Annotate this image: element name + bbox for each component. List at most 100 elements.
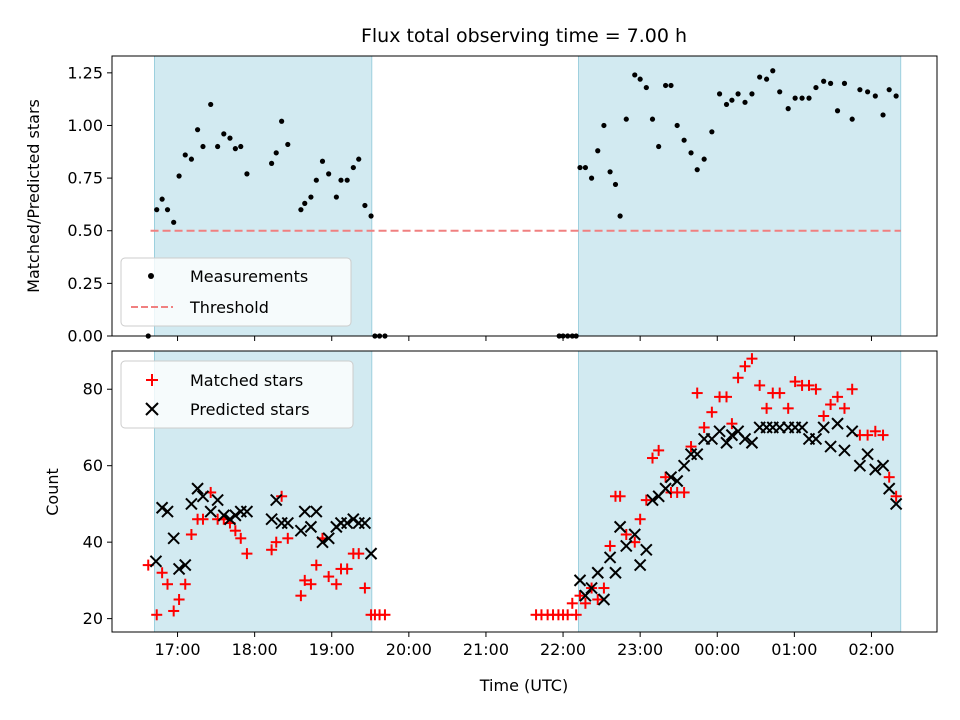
predicted-marker-b	[161, 505, 174, 518]
predicted-point	[646, 493, 659, 507]
matched-point	[782, 402, 794, 414]
measurement-point	[221, 131, 227, 137]
predicted-point	[869, 463, 882, 476]
matched-point	[359, 582, 371, 594]
matched-point	[197, 513, 209, 525]
measurement-point	[582, 164, 589, 171]
predicted-point	[196, 490, 210, 503]
predicted-marker-b	[889, 497, 903, 511]
predicted-marker-b	[853, 459, 867, 472]
predicted-marker-b	[172, 562, 186, 576]
predicted-marker-b	[745, 436, 759, 449]
measurement-point	[159, 196, 165, 202]
predicted-marker-b	[633, 558, 647, 572]
predicted-point	[713, 425, 726, 438]
measurement-point	[319, 158, 326, 164]
predicted-marker-b	[659, 482, 672, 495]
predicted-point	[310, 505, 323, 518]
predicted-point	[265, 513, 278, 526]
measurement-point	[757, 74, 763, 80]
measurement-point	[662, 82, 669, 89]
measurement-point	[813, 84, 819, 91]
predicted-marker-b	[364, 547, 378, 560]
measurement-point	[238, 143, 244, 150]
matched-point	[276, 490, 288, 502]
measurement-point	[244, 171, 250, 177]
matched-point	[653, 444, 665, 456]
predicted-marker-b	[591, 566, 604, 579]
predicted-point	[725, 428, 739, 442]
matched-point	[266, 544, 278, 556]
predicted-point	[322, 532, 335, 545]
predicted-legend-label: Predicted stars	[190, 400, 310, 419]
matched-point	[721, 391, 733, 403]
matched-point	[168, 605, 180, 617]
predicted-point	[603, 551, 617, 564]
predicted-point	[591, 566, 604, 579]
matched-point	[691, 387, 703, 399]
matched-point	[732, 372, 744, 384]
matched-point	[846, 383, 858, 395]
threshold-legend-label: Threshold	[189, 298, 269, 317]
x-tick-label: 21:00	[463, 640, 509, 659]
measurement-point	[279, 118, 285, 124]
matched-point	[604, 540, 616, 552]
predicted-point	[185, 497, 198, 511]
matched-point	[810, 383, 822, 395]
measurement-point	[182, 152, 188, 158]
measurement-point	[154, 207, 160, 213]
matched-point	[353, 548, 365, 560]
predicted-marker-b	[310, 505, 323, 518]
matched-point	[838, 402, 850, 414]
bottom-y-axis-label: Count	[43, 468, 62, 516]
measurement-point	[849, 116, 855, 122]
x-tick-label: 22:00	[540, 640, 586, 659]
bottom-x-axis: 17:00 18:00 19:00 20:00 21:00 22:00 23:00 00:00…	[154, 632, 895, 659]
y-tick-label: 40	[83, 533, 103, 552]
matched-point	[818, 410, 830, 422]
predicted-point	[889, 497, 903, 511]
top-y-axis: 0.00 0.25 0.50 0.75 1.00 1.25	[67, 63, 112, 346]
matched-point	[574, 590, 586, 602]
predicted-point	[211, 493, 224, 507]
measurement-point	[308, 194, 314, 200]
measurement-point	[649, 116, 656, 122]
measurement-point	[674, 122, 680, 129]
predicted-marker-b	[876, 459, 890, 472]
predicted-marker-b	[620, 539, 633, 553]
measurement-point	[326, 171, 332, 177]
chart-title: Flux total observing time = 7.00 h	[361, 25, 687, 47]
predicted-point	[172, 562, 186, 576]
matched-point	[877, 429, 889, 441]
predicted-point	[347, 513, 360, 526]
measurement-point	[880, 112, 886, 118]
measurement-point	[623, 116, 629, 122]
matched-point	[883, 471, 895, 483]
predicted-marker-b	[809, 432, 823, 446]
predicted-point	[191, 482, 204, 495]
measurement-point	[681, 137, 687, 143]
measurement-point	[764, 76, 770, 82]
predicted-marker-b	[579, 589, 592, 602]
predicted-point	[861, 448, 874, 461]
matched-legend-marker	[146, 374, 158, 386]
predicted-point	[149, 555, 163, 568]
matched-point	[341, 563, 353, 575]
measurement-point	[313, 177, 319, 183]
measurement-point	[176, 173, 182, 179]
x-tick-label: 01:00	[771, 640, 817, 659]
measurements-legend-marker	[148, 273, 154, 279]
predicted-point	[573, 574, 587, 587]
predicted-point	[229, 509, 242, 522]
predicted-marker-b	[179, 558, 192, 572]
predicted-marker-b	[731, 425, 745, 438]
matched-point	[295, 590, 307, 602]
predicted-point	[817, 421, 830, 434]
measurement-point	[729, 97, 735, 103]
matched-point	[566, 597, 578, 609]
top-y-axis-label: Matched/Predicted stars	[24, 99, 43, 293]
predicted-point	[270, 493, 283, 507]
y-tick-label: 80	[83, 380, 103, 399]
measurement-point	[601, 122, 607, 129]
